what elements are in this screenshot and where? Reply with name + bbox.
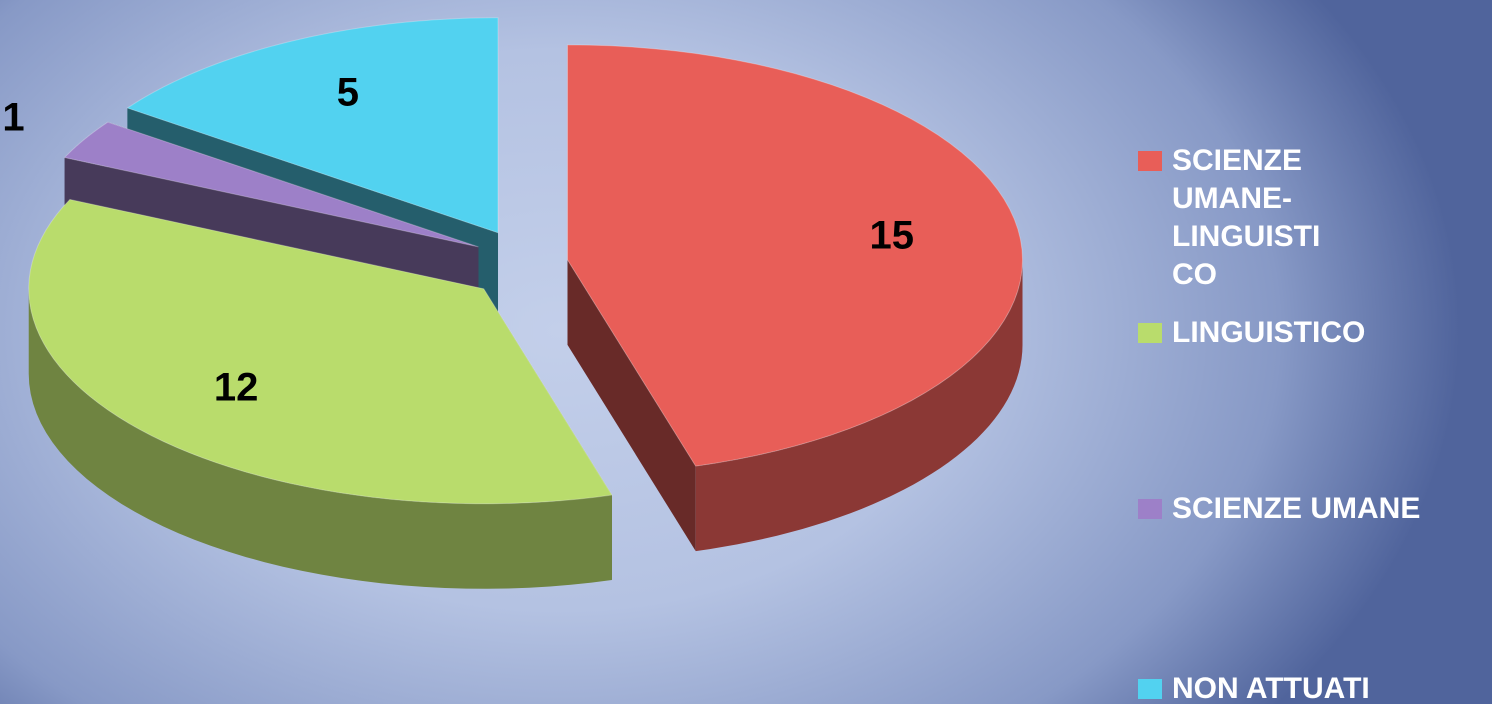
legend-item: SCIENZE UMANE [1138, 490, 1478, 528]
slice [126, 17, 499, 234]
data-label: 1 [2, 96, 24, 140]
legend-swatch [1138, 323, 1162, 343]
legend-swatch [1138, 499, 1162, 519]
legend-swatch [1138, 151, 1162, 171]
slice-wall [695, 259, 1023, 552]
legend-label: LINGUISTICO [1172, 316, 1366, 349]
data-label: 5 [337, 71, 359, 115]
slice [28, 198, 613, 505]
slice-side [567, 259, 696, 552]
legend-swatch [1138, 679, 1162, 699]
data-label: 12 [214, 366, 259, 410]
slice [63, 121, 479, 248]
legend-label: SCIENZE UMANE [1172, 492, 1421, 525]
data-label: 15 [870, 213, 915, 257]
legend-item: SCIENZE UMANE-LINGUISTICO [1138, 142, 1478, 294]
slice [28, 198, 613, 589]
legend-item: NON ATTUATI [1138, 670, 1478, 704]
slice [567, 44, 1024, 552]
legend-label: SCIENZE UMANE-LINGUISTICO [1172, 144, 1321, 291]
slice [567, 44, 1024, 467]
slice-wall [28, 288, 612, 589]
legend-item: LINGUISTICO [1138, 314, 1478, 352]
legend-label: NON ATTUATI [1172, 672, 1370, 704]
